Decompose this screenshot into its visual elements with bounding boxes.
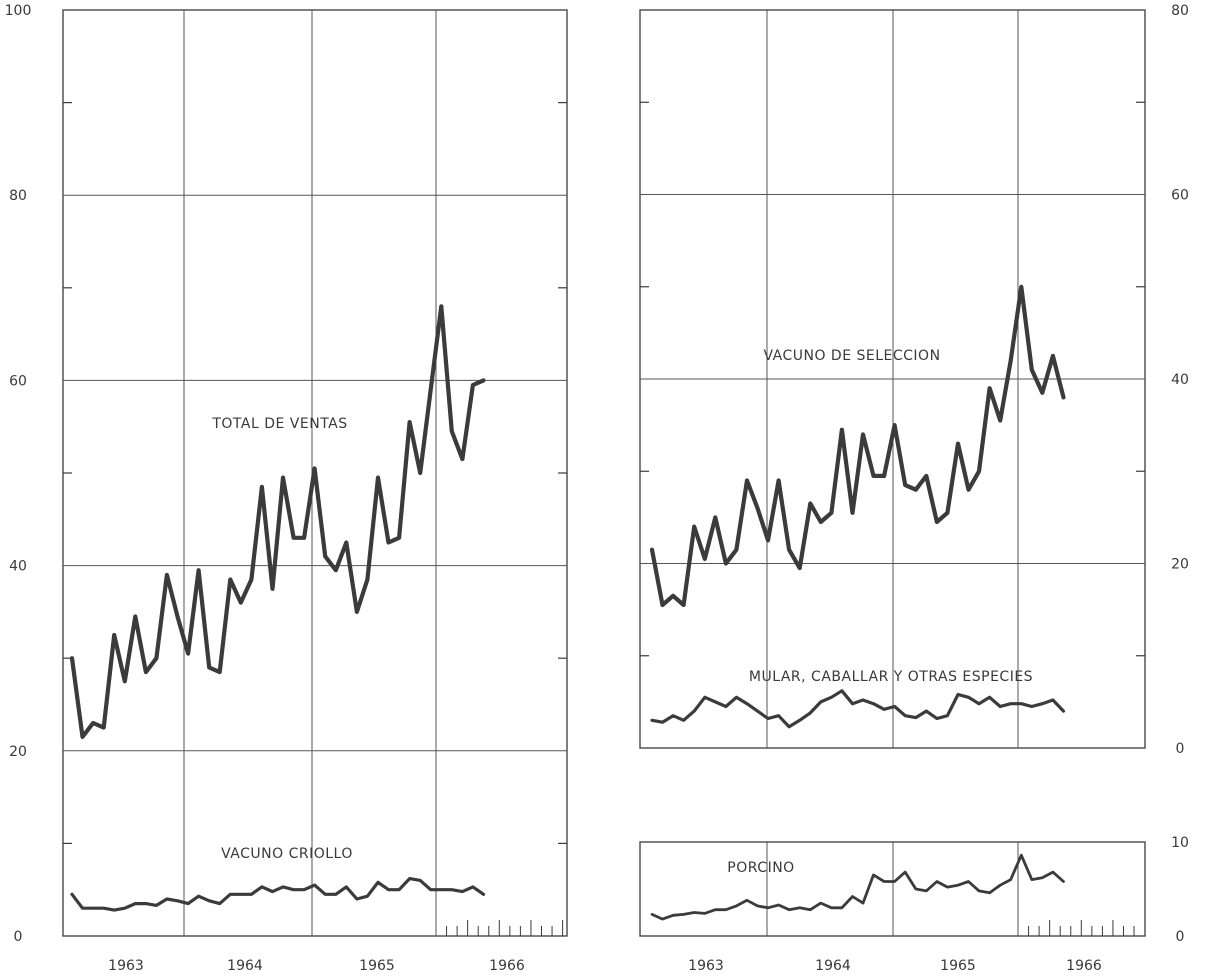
- x-tick-label: 1965: [359, 958, 395, 974]
- x-tick-label: 1964: [227, 958, 263, 974]
- panel-right-upper: 80 60 40 20 0 VACUNO DE SELECCION MULAR, CABAL…: [639, 3, 1189, 757]
- y-tick-label: 0: [1176, 929, 1185, 945]
- series-line-1: [650, 689, 1066, 729]
- x-tick-label: 1963: [688, 958, 724, 974]
- panel-right-lower: 10 0 1963 1964 1965 1966 PORCINO: [639, 835, 1189, 974]
- y-tick-label: 40: [9, 559, 27, 575]
- y-tick-label: 20: [1171, 557, 1189, 573]
- y-tick-label: 20: [9, 744, 27, 760]
- y-tick-label: 0: [1176, 741, 1185, 757]
- y-tick-label: 80: [9, 188, 27, 204]
- y-tick-label: 60: [1171, 188, 1189, 204]
- series-label: PORCINO: [727, 860, 794, 876]
- y-tick-label: 100: [5, 3, 32, 19]
- panel-left: 100 80 60 40 20 0 1963 1964 1965 1966 TOTAL DE VEN…: [5, 3, 568, 974]
- x-tick-label: 1966: [1066, 958, 1102, 974]
- x-tick-label: 1966: [489, 958, 525, 974]
- series-label: VACUNO CRIOLLO: [221, 846, 353, 862]
- y-tick-label: 0: [14, 929, 23, 945]
- y-tick-label: 10: [1171, 835, 1189, 851]
- y-tick-label: 40: [1171, 372, 1189, 388]
- series-line-1: [70, 876, 486, 912]
- series-label: MULAR, CABALLAR Y OTRAS ESPECIES: [749, 669, 1033, 685]
- y-tick-label: 60: [9, 373, 27, 389]
- series-line-0: [650, 853, 1065, 921]
- x-tick-label: 1965: [940, 958, 976, 974]
- series-label: TOTAL DE VENTAS: [211, 416, 347, 432]
- x-tick-label: 1964: [815, 958, 851, 974]
- series-label: VACUNO DE SELECCION: [763, 348, 940, 364]
- series-line-0: [649, 284, 1066, 608]
- x-tick-label: 1963: [108, 958, 144, 974]
- y-tick-label: 80: [1171, 3, 1189, 19]
- series-line-0: [69, 304, 486, 740]
